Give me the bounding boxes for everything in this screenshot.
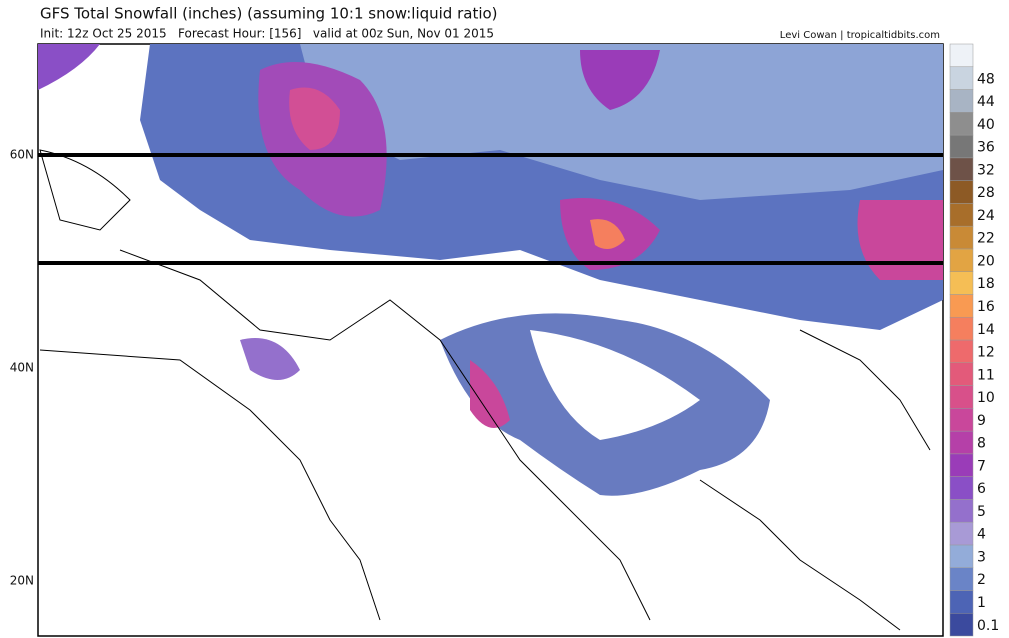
colorbar-label: 20 <box>977 253 995 269</box>
colorbar-label: 22 <box>977 231 995 247</box>
colorbar-swatch <box>949 89 974 113</box>
colorbar-swatch <box>949 521 974 546</box>
subtitle: Init: 12z Oct 25 2015 Forecast Hour: [15… <box>40 27 494 41</box>
colorbar-label: 1 <box>977 595 986 611</box>
lat-label: 40N <box>10 361 34 375</box>
colorbar-swatch <box>949 430 974 455</box>
colorbar-swatch <box>949 248 974 272</box>
colorbar-label: 18 <box>977 276 995 292</box>
colorbar-swatch <box>949 157 974 181</box>
colorbar-swatch <box>949 134 974 159</box>
lat-label: 20N <box>10 574 34 588</box>
colorbar-label: 5 <box>977 504 986 520</box>
colorbar-swatch <box>949 567 974 591</box>
colorbar-label: 40 <box>977 117 995 133</box>
colorbar-top <box>949 43 974 68</box>
colorbar-swatch <box>949 408 974 432</box>
colorbar-label: 9 <box>977 413 986 429</box>
colorbar-label: 3 <box>977 549 986 565</box>
colorbar-swatch <box>949 499 974 523</box>
colorbar-label: 36 <box>977 140 995 156</box>
colorbar-label: 24 <box>977 208 995 224</box>
colorbar-swatch <box>949 385 974 409</box>
colorbar-swatch <box>949 453 974 477</box>
colorbar-label: 12 <box>977 345 995 361</box>
colorbar-label: 8 <box>977 436 986 452</box>
credit: Levi Cowan | tropicaltidbits.com <box>780 30 940 41</box>
title: GFS Total Snowfall (inches) (assuming 10… <box>40 5 498 23</box>
colorbar-swatch <box>949 225 974 250</box>
colorbar-label: 44 <box>977 94 995 110</box>
lat-label: 60N <box>10 148 34 162</box>
colorbar-label: 28 <box>977 185 995 201</box>
colorbar-swatch <box>949 180 974 204</box>
colorbar-swatch <box>949 294 974 318</box>
colorbar-swatch <box>949 612 974 637</box>
colorbar-swatch <box>949 339 974 364</box>
colorbar-label: 32 <box>977 162 995 178</box>
colorbar-label: 6 <box>977 481 986 497</box>
map <box>37 43 944 637</box>
colorbar-label: 0.1 <box>977 618 999 634</box>
colorbar-swatch <box>949 112 974 136</box>
colorbar-swatch <box>949 66 974 90</box>
colorbar-swatch <box>949 544 974 568</box>
colorbar-swatch <box>949 476 974 500</box>
colorbar-swatch <box>949 203 974 227</box>
colorbar-swatch <box>949 316 974 341</box>
colorbar-label: 16 <box>977 299 995 315</box>
colorbar-label: 10 <box>977 390 995 406</box>
colorbar-swatch <box>949 271 974 295</box>
colorbar-label: 11 <box>977 367 995 383</box>
colorbar-label: 7 <box>977 458 986 474</box>
colorbar-label: 4 <box>977 527 986 543</box>
colorbar-swatch <box>949 362 974 386</box>
colorbar-label: 2 <box>977 572 986 588</box>
colorbar-swatch <box>949 590 974 614</box>
colorbar-label: 14 <box>977 322 995 338</box>
colorbar-label: 48 <box>977 71 995 87</box>
